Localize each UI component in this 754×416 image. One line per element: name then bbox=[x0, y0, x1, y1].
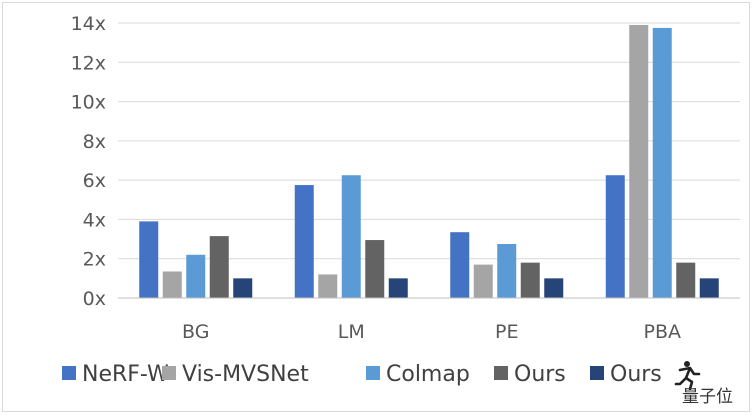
bar-bg-series-3 bbox=[186, 254, 206, 298]
legend-swatch bbox=[162, 366, 176, 380]
bar-bg-series-2 bbox=[162, 271, 182, 298]
bar-lm-series-1 bbox=[294, 185, 314, 298]
chart-frame bbox=[2, 2, 750, 412]
bar-lm-series-2 bbox=[318, 274, 338, 298]
bar-pe-series-5 bbox=[544, 278, 564, 298]
x-category-label: LM bbox=[338, 321, 365, 343]
y-tick-label: 14x bbox=[71, 13, 106, 35]
legend-label: NeRF-W bbox=[82, 362, 169, 387]
x-category-label: PBA bbox=[644, 321, 682, 343]
legend-swatch bbox=[366, 366, 380, 380]
legend-swatch bbox=[590, 366, 604, 380]
legend: NeRF-W Vis-MVSNet Colmap Ours Ours bbox=[62, 362, 662, 387]
y-tick-label: 8x bbox=[83, 131, 106, 153]
bar-lm-series-4 bbox=[365, 240, 385, 298]
bar-pe-series-3 bbox=[497, 243, 517, 298]
bar-lm-series-3 bbox=[341, 175, 361, 298]
bar-pba-series-5 bbox=[699, 278, 719, 298]
y-tick-label: 0x bbox=[83, 288, 106, 310]
legend-label: Vis-MVSNet bbox=[182, 362, 309, 387]
x-category-label: PE bbox=[495, 321, 518, 343]
bar-pe-series-4 bbox=[520, 262, 540, 298]
y-tick-label: 10x bbox=[71, 92, 106, 114]
bar-bg-series-4 bbox=[209, 236, 229, 298]
y-axis-ticks: 0x 2x 4x 6x 8x 10x 12x 14x bbox=[71, 13, 106, 310]
bar-pe-series-2 bbox=[473, 264, 493, 298]
bars bbox=[139, 24, 719, 299]
watermark: 量子位 bbox=[674, 361, 733, 407]
bar-pe-series-1 bbox=[450, 232, 470, 298]
y-tick-label: 2x bbox=[83, 249, 106, 271]
x-axis-categories: BG LM PE PBA bbox=[182, 321, 681, 343]
bar-pba-series-4 bbox=[676, 262, 696, 298]
bar-pba-series-2 bbox=[629, 24, 649, 298]
bar-pba-series-1 bbox=[605, 175, 625, 298]
legend-label: Ours bbox=[514, 362, 566, 387]
x-category-label: BG bbox=[182, 321, 209, 343]
legend-label: Ours bbox=[610, 362, 662, 387]
legend-swatch bbox=[494, 366, 508, 380]
bar-bg-series-5 bbox=[233, 278, 253, 298]
bar-pba-series-3 bbox=[652, 27, 672, 299]
legend-label: Colmap bbox=[386, 362, 470, 387]
y-tick-label: 4x bbox=[83, 209, 106, 231]
bar-lm-series-5 bbox=[388, 278, 408, 298]
watermark-text: 量子位 bbox=[682, 387, 733, 407]
running-figure-icon bbox=[674, 361, 701, 391]
y-tick-label: 12x bbox=[71, 52, 106, 74]
legend-swatch bbox=[62, 366, 76, 380]
bar-bg-series-1 bbox=[139, 221, 159, 298]
y-tick-label: 6x bbox=[83, 170, 106, 192]
